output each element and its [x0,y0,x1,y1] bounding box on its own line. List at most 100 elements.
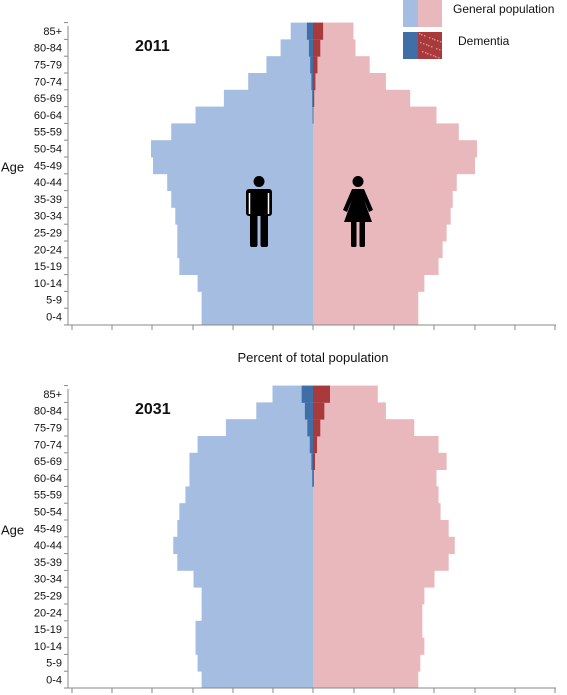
bar-general-female [313,604,423,622]
bar-general-female [313,106,437,124]
bar-dementia-male [307,419,313,437]
legend-texture-dot [430,54,432,56]
bar-general-female [313,89,411,107]
y-tick-label: 40-44 [34,177,62,189]
bar-dementia-female [313,452,316,470]
bar-general-male [197,274,313,292]
legend-texture-dot [420,42,422,44]
bar-general-male [195,620,313,638]
panel-year-label: 2031 [135,401,171,418]
bar-general-male [177,553,313,571]
bar-dementia-female [313,419,321,437]
y-tick-label: 70-74 [34,76,62,88]
legend-texture-dot [429,37,431,39]
bar-dementia-male [312,89,313,107]
legend-texture-dot [424,35,426,37]
bar-dementia-male [311,73,313,91]
y-tick-label: 20-24 [34,607,62,619]
bar-general-female [313,419,415,437]
y-tick-label: 55-59 [34,127,62,139]
bar-general-male [175,207,313,225]
y-tick-label: 55-59 [34,490,62,502]
y-tick-label: 50-54 [34,507,62,519]
legend-texture-dot [431,46,433,48]
legend-swatch-general-male [403,0,418,27]
y-tick-label: 75-79 [34,423,62,435]
bar-general-female [313,291,419,309]
bar-general-male [201,308,313,326]
bar-dementia-female [313,402,325,420]
bar-general-female [313,157,475,175]
bar-general-female [313,274,425,292]
y-axis-label: Age [1,523,24,538]
bar-dementia-male [310,56,313,74]
legend-texture-dot [440,41,442,43]
bar-dementia-female [313,56,318,74]
bar-general-female [313,402,386,420]
y-tick-label: 35-39 [34,194,62,206]
y-tick-label: 60-64 [34,110,62,122]
bar-general-female [313,637,425,655]
bar-general-female [313,469,437,487]
bar-general-female [313,587,425,605]
bar-general-male [280,39,313,57]
bar-dementia-male [306,22,313,40]
bar-general-male [171,190,313,208]
bar-general-male [189,469,313,487]
bar-dementia-male [309,436,313,454]
bar-general-male [185,486,313,504]
bar-general-male [177,520,313,538]
bar-general-female [313,123,459,141]
bar-general-male [167,173,313,191]
y-tick-label: 60-64 [34,473,62,485]
bar-general-female [313,190,453,208]
legend-texture-dot [437,40,439,42]
y-tick-label: 15-19 [34,261,62,273]
legend: General population Dementia [403,0,554,59]
bar-general-male [256,402,313,420]
bar-general-female [313,553,449,571]
bar-general-male [197,436,313,454]
bar-general-female [313,224,447,242]
bar-general-female [313,241,443,259]
bar-general-male [201,671,313,689]
bar-general-female [313,570,435,588]
bar-dementia-female [313,385,331,403]
bar-general-female [313,257,439,275]
legend-texture-dot [419,33,421,35]
y-tick-label: 20-24 [34,244,62,256]
y-tick-label: 80-84 [34,43,62,55]
legend-texture-dot [434,39,436,41]
legend-texture-dot [422,51,424,53]
bar-general-male [223,89,313,107]
bar-general-male [201,291,313,309]
bar-general-female [313,436,439,454]
bar-dementia-male [308,39,313,57]
legend-swatch-dementia-male [403,32,418,59]
bar-general-male [153,157,313,175]
bar-dementia-female [313,469,314,487]
y-tick-label: 70-74 [34,439,62,451]
legend-texture-dot [438,57,440,59]
bar-general-male [179,503,313,521]
legend-texture-dot [433,55,435,57]
bar-general-female [313,620,423,638]
legend-label-dementia: Dementia [458,34,510,48]
legend-texture-dot [435,56,437,58]
bar-general-male [173,536,313,554]
y-tick-label: 45-49 [34,160,62,172]
bar-dementia-male [304,402,313,420]
y-tick-label: 85+ [43,26,62,38]
bar-general-male [195,637,313,655]
female-person-icon [343,176,373,247]
bar-general-female [313,56,370,74]
bar-general-male [201,604,313,622]
y-tick-label: 10-14 [34,641,62,653]
bar-general-male [266,56,313,74]
bar-dementia-female [313,436,318,454]
legend-texture-dot [423,43,425,45]
panel-year-label: 2011 [135,38,170,55]
y-tick-label: 0-4 [46,675,62,687]
y-tick-label: 5-9 [46,295,62,307]
